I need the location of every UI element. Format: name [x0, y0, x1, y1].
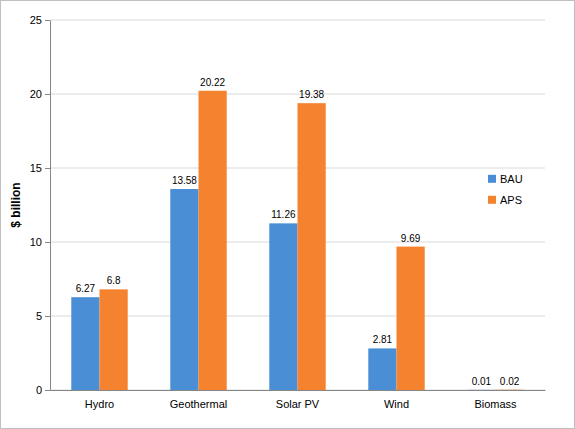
- x-axis: Hydro Geothermal Solar PV Wind Biomass: [51, 391, 546, 410]
- legend: BAU APS: [488, 173, 523, 206]
- legend-label: BAU: [500, 173, 523, 185]
- grid: [50, 20, 545, 390]
- legend-item: APS: [488, 194, 522, 206]
- bar-series: [71, 189, 495, 390]
- x-tick-label: Wind: [384, 398, 409, 410]
- legend-item: BAU: [488, 173, 523, 185]
- data-label: 19.38: [299, 89, 324, 100]
- grid-line: [50, 94, 545, 95]
- x-tick: Solar PV: [276, 398, 320, 410]
- y-tick-mark: [45, 94, 50, 95]
- legend-swatch: [488, 175, 496, 183]
- y-axis: 0 5 10 15 20 25: [30, 14, 51, 396]
- y-tick-label: 15: [30, 162, 42, 174]
- y-tick: 0: [36, 384, 50, 396]
- y-tick-label: 0: [36, 384, 42, 396]
- y-tick: 20: [30, 88, 50, 100]
- data-label: 11.26: [271, 209, 296, 220]
- chart: 0 5 10 15 20 25 Hydro Geothermal Solar PV Wind Bio…: [0, 0, 575, 429]
- y-tick-label: 20: [30, 88, 42, 100]
- data-label: 2.81: [373, 334, 393, 345]
- y-tick-mark: [45, 390, 50, 391]
- data-label: 13.58: [172, 175, 197, 186]
- x-tick: Wind: [384, 398, 409, 410]
- x-tick: Hydro: [85, 398, 114, 410]
- grid-line: [50, 20, 545, 21]
- bar: [71, 297, 99, 390]
- y-tick: 5: [36, 310, 50, 322]
- data-label: 0.01: [472, 376, 492, 387]
- x-tick: Geothermal: [170, 398, 227, 410]
- bars: [71, 91, 523, 390]
- bar: [397, 247, 425, 390]
- x-tick-label: Solar PV: [276, 398, 320, 410]
- legend-label: APS: [500, 194, 522, 206]
- y-axis-title: $ billion: [9, 182, 23, 227]
- x-tick-label: Biomass: [474, 398, 517, 410]
- chart-frame: [1, 1, 575, 429]
- x-axis-line: [51, 390, 546, 391]
- y-tick-mark: [45, 316, 50, 317]
- y-tick: 10: [30, 236, 50, 248]
- y-tick-mark: [45, 168, 50, 169]
- x-tick-label: Geothermal: [170, 398, 227, 410]
- legend-swatch: [488, 196, 496, 204]
- bar: [467, 389, 495, 390]
- bar: [170, 189, 198, 390]
- data-label: 6.27: [76, 283, 96, 294]
- data-label: 9.69: [401, 233, 421, 244]
- y-tick-mark: [45, 20, 50, 21]
- x-tick-label: Hydro: [85, 398, 114, 410]
- bar: [368, 348, 396, 390]
- data-label: 0.02: [500, 376, 520, 387]
- bar: [496, 389, 524, 390]
- y-tick-label: 25: [30, 14, 42, 26]
- data-labels: 6.27 13.58 11.26 2.81 0.01 6.8 20.22 19.38 9.69 0…: [76, 77, 520, 387]
- y-tick-mark: [45, 242, 50, 243]
- bar: [269, 223, 297, 390]
- y-tick: 15: [30, 162, 50, 174]
- y-tick-label: 10: [30, 236, 42, 248]
- bar: [199, 91, 227, 390]
- data-label: 6.8: [107, 275, 121, 286]
- bar: [100, 289, 128, 390]
- bar: [298, 103, 326, 390]
- y-axis-line: [50, 21, 51, 391]
- y-tick-label: 5: [36, 310, 42, 322]
- y-tick: 25: [30, 14, 50, 26]
- data-label: 20.22: [200, 77, 225, 88]
- bar-series: [100, 91, 524, 390]
- plot: 0 5 10 15 20 25 Hydro Geothermal Solar PV Wind Bio…: [30, 14, 546, 410]
- x-tick: Biomass: [474, 398, 517, 410]
